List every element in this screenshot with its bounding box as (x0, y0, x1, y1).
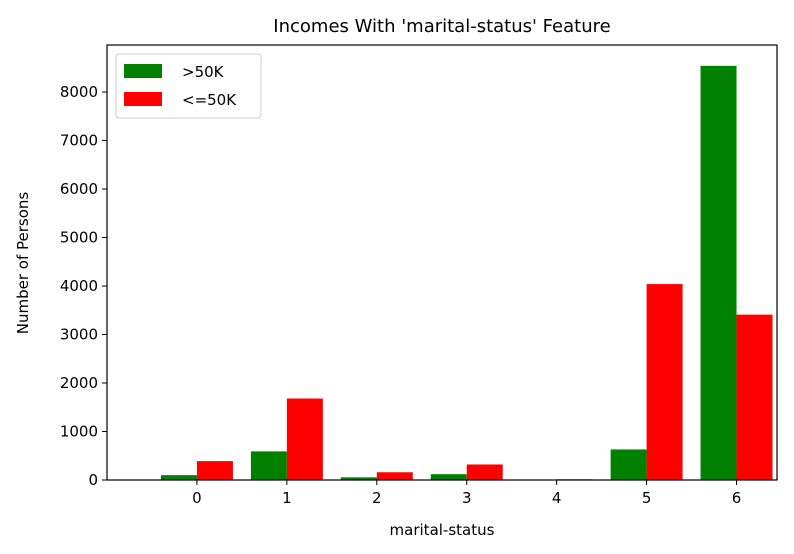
legend-label-le50k: <=50K (182, 91, 237, 109)
bars-layer (160, 65, 773, 480)
legend: >50K <=50K (115, 53, 262, 119)
bar-gt50k-5 (610, 449, 647, 480)
bar-le50k-1 (286, 398, 323, 480)
y-axis-label: Number of Persons (14, 192, 32, 335)
legend-label-gt50k: >50K (182, 63, 225, 81)
y-tick-label: 4000 (60, 277, 98, 295)
x-axis-label: marital-status (390, 521, 495, 539)
bar-gt50k-3 (430, 474, 467, 480)
bar-le50k-6 (736, 314, 773, 480)
y-tick-label: 8000 (60, 83, 98, 101)
y-tick-label: 1000 (60, 423, 98, 441)
bar-gt50k-2 (340, 477, 377, 480)
y-tick-label: 6000 (60, 180, 98, 198)
bar-gt50k-0 (160, 475, 197, 480)
bar-gt50k-6 (700, 65, 737, 480)
y-tick-label: 5000 (60, 229, 98, 247)
x-tick-label: 1 (282, 489, 292, 507)
x-tick-label: 3 (462, 489, 472, 507)
plot-frame (106, 44, 778, 481)
bar-gt50k-1 (250, 451, 287, 480)
y-tick-label: 2000 (60, 374, 98, 392)
x-tick-label: 5 (642, 489, 652, 507)
legend-swatch-gt50k (124, 64, 162, 78)
x-tick-label: 4 (552, 489, 562, 507)
axes-layer: 0 1 2 3 4 5 6 0 1000 2000 3000 4000 5000 6000 7000 8000 (60, 44, 778, 507)
x-tick-label: 2 (372, 489, 382, 507)
bar-le50k-0 (196, 461, 233, 480)
x-tick-label: 6 (732, 489, 742, 507)
chart-title: Incomes With 'marital-status' Feature (273, 16, 610, 37)
y-tick-label: 0 (88, 471, 98, 489)
legend-swatch-le50k (124, 92, 162, 106)
bar-le50k-5 (646, 284, 683, 480)
bar-le50k-2 (376, 472, 413, 480)
x-tick-label: 0 (192, 489, 202, 507)
bar-le50k-3 (466, 464, 503, 480)
y-tick-label: 7000 (60, 132, 98, 150)
y-tick-label: 3000 (60, 326, 98, 344)
